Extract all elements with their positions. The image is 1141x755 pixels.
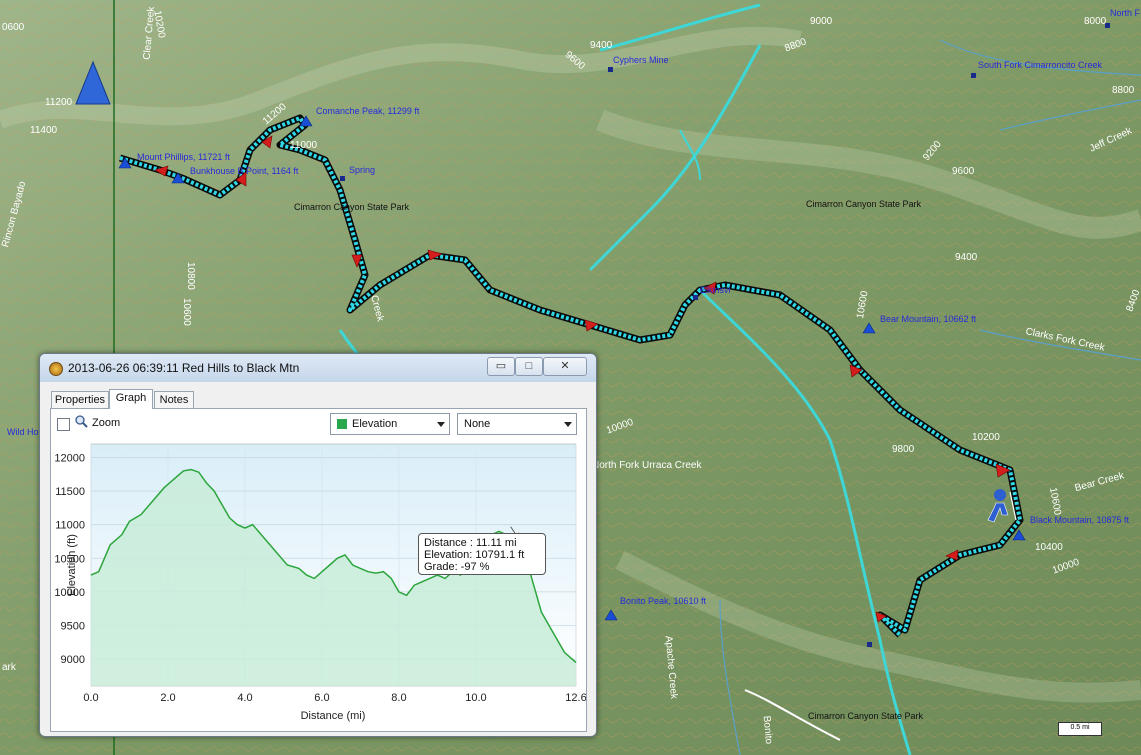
contour-label: 10400 [1035, 542, 1063, 553]
track-graph-window[interactable]: 2013-06-26 06:39:11 Red Hills to Black M… [39, 353, 597, 737]
y-tick-label: 11000 [55, 520, 85, 532]
overlay-dropdown-value: None [464, 418, 491, 430]
series-dropdown-value: Elevation [352, 418, 398, 430]
y-tick-label: 9500 [61, 621, 85, 633]
x-tick-label: 12.6 [565, 692, 586, 704]
tab-graph[interactable]: Graph [109, 389, 153, 409]
zoom-checkbox[interactable] [57, 418, 70, 431]
contour-label: 10600 [855, 290, 871, 320]
x-tick-label: 6.0 [314, 692, 329, 704]
hiker-icon [987, 489, 1017, 523]
tab-notes[interactable]: Notes [154, 391, 194, 408]
contour-label: 10600 [181, 298, 192, 326]
contour-label: 11200 [45, 97, 73, 108]
series-swatch [337, 419, 347, 429]
x-axis-label: Distance (mi) [301, 710, 366, 722]
elevation-chart[interactable]: 12000 11500 11000 10500 10000 9500 9000 0.0 2.0 4… [51, 439, 586, 729]
x-tick-label: 2.0 [160, 692, 175, 704]
contour-label: 10800 [185, 262, 196, 290]
graph-panel: Zoom Elevation None 12000 11500 11000 10500… [50, 408, 587, 732]
contour-label: 8800 [1112, 85, 1135, 96]
tooltip-distance: Distance : 11.11 mi [424, 537, 517, 549]
y-axis-label: Elevation (ft) [66, 534, 78, 596]
magnifier-icon [75, 415, 88, 428]
chevron-down-icon [437, 422, 445, 427]
tab-properties[interactable]: Properties [51, 391, 109, 408]
wp-state-park-1: Cimarron Canyon State Park [294, 202, 410, 212]
creek-label: Bonito [761, 715, 774, 745]
wp-north-f: North F [1110, 8, 1141, 18]
contour-label: 9000 [810, 16, 833, 27]
wp-state-park-2: Cimarron Canyon State Park [806, 199, 922, 209]
wp-black-mountain: Black Mountain, 10875 ft [1030, 515, 1130, 525]
wp-bunkhouse-point: Bunkhouse B Point, 1164 ft [190, 166, 299, 176]
scale-bar: 0.5 mi [1058, 722, 1102, 736]
wp-mount-phillips: Mount Phillips, 11721 ft [137, 152, 230, 162]
north-arrow-icon [75, 60, 111, 105]
wp-wild-ho: Wild Ho [7, 427, 39, 437]
tooltip-elevation: Elevation: 10791.1 ft [424, 549, 525, 561]
y-tick-label: 9000 [61, 654, 85, 666]
x-tick-label: 10.0 [465, 692, 486, 704]
contour-label: 9600 [952, 166, 975, 177]
minimize-button[interactable]: ▭ [487, 357, 515, 376]
contour-label: 8000 [1084, 16, 1107, 27]
x-tick-label: 4.0 [237, 692, 252, 704]
wp-spring: Spring [349, 165, 375, 175]
contour-label: 11400 [30, 125, 58, 136]
wp-bonito-peak: Bonito Peak, 10610 ft [620, 596, 707, 606]
elevation-area [91, 469, 576, 686]
contour-label: 9400 [955, 252, 978, 263]
zoom-label: Zoom [92, 417, 121, 429]
x-tick-label: 8.0 [391, 692, 406, 704]
creek-label: North Fork Urraca Creek [592, 460, 702, 471]
wp-elkinsvi: Elkinsvi [700, 285, 731, 295]
graph-tooltip: Distance : 11.11 mi Elevation: 10791.1 f… [418, 533, 546, 575]
wp-cyphers-mine: Cyphers Mine [613, 55, 669, 65]
maximize-button[interactable]: □ [515, 357, 543, 376]
contour-label: 10200 [151, 10, 167, 40]
creek-label: ark [2, 662, 17, 673]
y-tick-label: 10000 [54, 587, 85, 599]
y-tick-label: 11500 [55, 486, 85, 498]
contour-label: 9800 [892, 444, 915, 455]
chevron-down-icon [564, 422, 572, 427]
wp-bear-mountain: Bear Mountain, 10662 ft [880, 314, 977, 324]
contour-label: 11000 [290, 140, 318, 151]
tooltip-grade: Grade: -97 % [424, 561, 490, 573]
contour-label: 10200 [972, 432, 1000, 443]
y-tick-label: 12000 [54, 452, 85, 464]
overlay-dropdown[interactable]: None [457, 413, 577, 435]
close-button[interactable]: ✕ [543, 357, 587, 376]
window-title: 2013-06-26 06:39:11 Red Hills to Black M… [68, 361, 300, 375]
wp-state-park-3: Cimarron Canyon State Park [808, 711, 924, 721]
app-icon [49, 362, 63, 376]
series-dropdown[interactable]: Elevation [330, 413, 450, 435]
contour-label: 9400 [590, 40, 613, 51]
title-bar[interactable]: 2013-06-26 06:39:11 Red Hills to Black M… [40, 354, 596, 382]
y-tick-label: 10500 [54, 553, 85, 565]
x-tick-label: 0.0 [83, 692, 98, 704]
contour-label: 10600 [1047, 487, 1063, 517]
creek-label: Clear Creek [142, 5, 158, 60]
contour-label: 0600 [2, 22, 25, 33]
wp-south-fork: South Fork Cimarroncito Creek [978, 60, 1103, 70]
wp-comanche-peak: Comanche Peak, 11299 ft [316, 106, 420, 116]
